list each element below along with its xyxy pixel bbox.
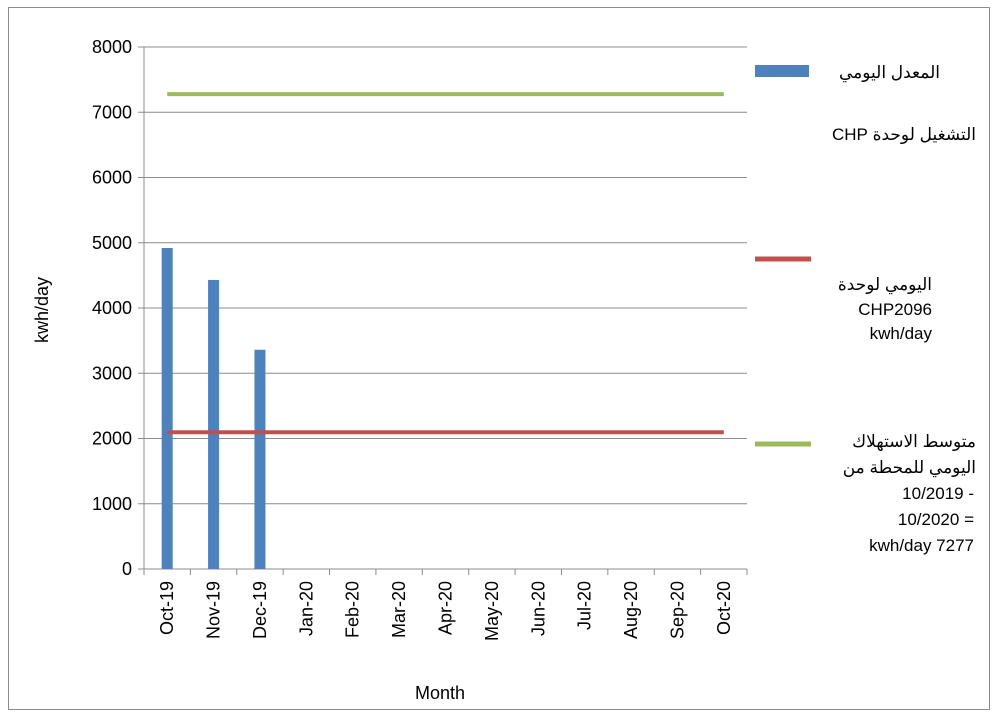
legend-label-green-1: متوسط الاستهلاك — [852, 432, 976, 451]
x-tick-labels: Oct-19 Nov-19 Dec-19 Jan-20 Feb-20 Mar-20 Apr-… — [157, 581, 734, 641]
grid-lines — [138, 46, 748, 575]
legend-marker-bar — [755, 65, 809, 77]
x-tick-label: Apr-20 — [436, 581, 456, 635]
y-tick-labels: 0 1000 2000 3000 4000 5000 6000 7000 8000 — [92, 37, 132, 579]
y-tick-label: 8000 — [92, 37, 132, 57]
legend-label-green-2: اليومي للمحطة من — [842, 458, 976, 477]
x-tick-label: May-20 — [482, 581, 502, 641]
y-tick-label: 2000 — [92, 429, 132, 449]
legend-label-green-5: kwh/day 7277 — [869, 536, 974, 555]
x-tick-label: Mar-20 — [389, 581, 409, 638]
x-tick-label: Dec-19 — [250, 581, 270, 639]
x-tick-label: Jun-20 — [528, 581, 548, 636]
x-tick-label: Jan-20 — [296, 581, 316, 636]
x-tick-label: Aug-20 — [621, 581, 641, 639]
legend-label-red-1: اليومي لوحدة — [837, 275, 932, 294]
bar-series — [161, 247, 266, 569]
y-tick-label: 4000 — [92, 298, 132, 318]
y-tick-label: 6000 — [92, 168, 132, 188]
x-axis-label: Month — [415, 683, 465, 703]
y-tick-label: 1000 — [92, 494, 132, 514]
bar — [208, 279, 220, 569]
line-series — [167, 92, 724, 435]
legend-label-bar-1: المعدل اليومي — [838, 63, 940, 82]
bar — [254, 349, 266, 569]
x-tick-label: Oct-19 — [157, 581, 177, 635]
y-tick-label: 0 — [122, 559, 132, 579]
legend-label-bar-2: التشغيل لوحدة CHP — [831, 125, 976, 144]
legend-label-red-2: CHP2096 — [858, 300, 932, 319]
x-tick-label: Nov-19 — [204, 581, 224, 639]
legend-label-red-3: kwh/day — [869, 324, 932, 343]
x-tick-label: Feb-20 — [343, 581, 363, 638]
y-axis-label: kwh/day — [32, 277, 52, 343]
x-tick-label: Sep-20 — [667, 581, 687, 639]
bar — [161, 247, 173, 569]
legend-label-green-3: 10/2019 - — [902, 484, 974, 503]
y-tick-label: 5000 — [92, 233, 132, 253]
y-tick-label: 7000 — [92, 102, 132, 122]
x-tick-label: Jul-20 — [575, 581, 595, 630]
x-tick-label: Oct-20 — [714, 581, 734, 635]
legend-label-green-4: 10/2020 = — [897, 510, 974, 529]
y-tick-label: 3000 — [92, 363, 132, 383]
